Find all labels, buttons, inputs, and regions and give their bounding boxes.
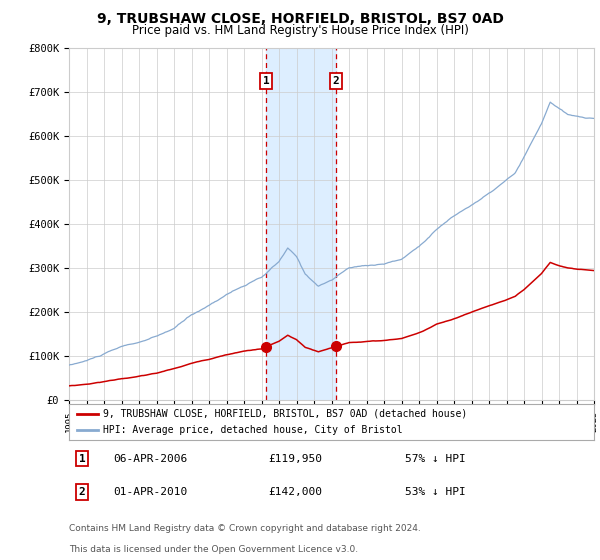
Text: 1: 1 <box>79 454 86 464</box>
Text: 06-APR-2006: 06-APR-2006 <box>113 454 188 464</box>
Bar <box>266 48 336 400</box>
Text: 9, TRUBSHAW CLOSE, HORFIELD, BRISTOL, BS7 0AD (detached house): 9, TRUBSHAW CLOSE, HORFIELD, BRISTOL, BS… <box>103 409 467 419</box>
Text: 1: 1 <box>263 76 269 86</box>
Text: 53% ↓ HPI: 53% ↓ HPI <box>405 487 466 497</box>
Text: Price paid vs. HM Land Registry's House Price Index (HPI): Price paid vs. HM Land Registry's House … <box>131 24 469 36</box>
Text: Contains HM Land Registry data © Crown copyright and database right 2024.: Contains HM Land Registry data © Crown c… <box>69 524 421 533</box>
Text: 9, TRUBSHAW CLOSE, HORFIELD, BRISTOL, BS7 0AD: 9, TRUBSHAW CLOSE, HORFIELD, BRISTOL, BS… <box>97 12 503 26</box>
Text: 2: 2 <box>332 76 339 86</box>
Text: £119,950: £119,950 <box>269 454 323 464</box>
Text: £142,000: £142,000 <box>269 487 323 497</box>
Text: 01-APR-2010: 01-APR-2010 <box>113 487 188 497</box>
Text: This data is licensed under the Open Government Licence v3.0.: This data is licensed under the Open Gov… <box>69 545 358 554</box>
Text: HPI: Average price, detached house, City of Bristol: HPI: Average price, detached house, City… <box>103 425 403 435</box>
Text: 2: 2 <box>79 487 86 497</box>
Text: 57% ↓ HPI: 57% ↓ HPI <box>405 454 466 464</box>
